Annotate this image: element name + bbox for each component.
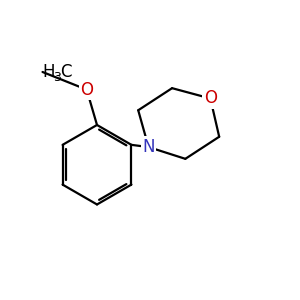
Text: H: H: [43, 63, 55, 81]
Text: 3: 3: [53, 71, 61, 84]
Text: O: O: [80, 81, 93, 99]
Text: O: O: [204, 89, 217, 107]
Text: N: N: [142, 138, 155, 156]
Text: C: C: [60, 63, 72, 81]
